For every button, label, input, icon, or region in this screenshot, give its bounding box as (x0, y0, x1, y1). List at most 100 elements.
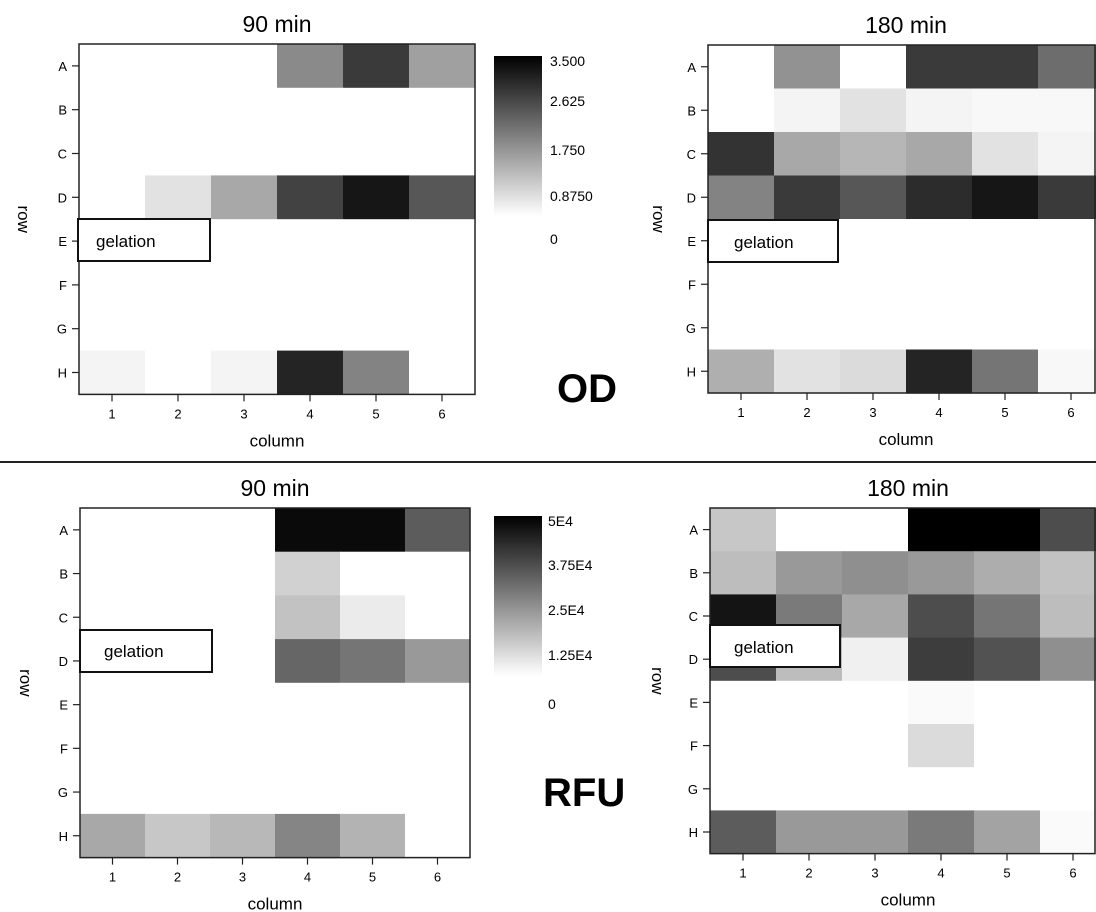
heatmap-cell-F3 (842, 724, 909, 768)
heatmap-cell-A4 (906, 45, 973, 90)
heatmap-cell-H3 (210, 813, 276, 859)
heatmap-cell-F2 (145, 263, 212, 308)
heatmap-cell-E6 (1038, 219, 1096, 264)
heatmap-cell-F5 (340, 726, 406, 771)
y-tick-label-G: G (686, 321, 696, 336)
heatmap-cell-G3 (842, 767, 909, 811)
heatmap-cell-C5 (974, 594, 1041, 639)
heatmap-cell-G4 (277, 306, 344, 352)
heatmap-cell-F1 (708, 262, 775, 307)
gelation-box-od-90: gelation (77, 218, 211, 262)
heatmap-cell-D1 (79, 175, 146, 220)
heatmap-cell-G1 (710, 767, 777, 811)
od-label: OD (557, 367, 617, 411)
heatmap-cell-F6 (405, 726, 471, 771)
y-tick-label-B: B (689, 566, 698, 581)
heatmap-cell-A5 (340, 508, 406, 553)
x-tick-label-2: 2 (174, 406, 181, 421)
x-tick-label-5: 5 (372, 406, 379, 421)
heatmap-cell-A2 (145, 44, 212, 89)
heatmap-cell-D5 (343, 175, 410, 220)
x-axis-label: column (248, 895, 303, 912)
colorbar-rfu-tick-3: 1.25E4 (548, 647, 593, 663)
heatmap-cell-F4 (277, 263, 344, 308)
heatmap-cell-A2 (776, 508, 843, 552)
heatmap-cell-C4 (908, 594, 975, 639)
heatmap-cell-B6 (1040, 551, 1096, 595)
heatmap-cell-G1 (80, 770, 146, 815)
heatmap-cell-E4 (906, 219, 973, 264)
heatmap-cell-E3 (840, 219, 907, 264)
heatmap-cell-A4 (908, 508, 975, 552)
heatmap-cell-H2 (776, 810, 843, 855)
x-tick-label-1: 1 (737, 405, 744, 420)
y-tick-label-D: D (58, 190, 67, 205)
y-tick-label-G: G (688, 782, 698, 797)
gelation-box-rfu-180: gelation (709, 624, 841, 668)
heatmap-cell-C4 (277, 131, 344, 176)
x-tick-label-4: 4 (935, 405, 942, 420)
heatmap-rfu-180: 180 min A B C D E F G H 1 2 3 4 5 6 column row (648, 475, 1096, 910)
panel-title: 180 min (865, 12, 947, 38)
heatmap-cell-F6 (409, 263, 476, 308)
rfu-label: RFU (543, 771, 625, 815)
heatmap-cell-C3 (842, 594, 909, 639)
x-tick-label-2: 2 (805, 866, 812, 881)
heatmap-cell-C2 (145, 131, 212, 176)
heatmap-cell-G2 (145, 770, 211, 815)
y-tick-label-C: C (687, 147, 696, 162)
heatmap-cell-G3 (210, 770, 276, 815)
x-tick-label-6: 6 (1067, 405, 1074, 420)
y-tick-label-A: A (59, 523, 68, 538)
heatmap-cell-C3 (211, 131, 278, 176)
heatmap-cell-B2 (776, 551, 843, 595)
heatmap-cell-G5 (974, 767, 1041, 811)
heatmap-cell-E5 (974, 680, 1041, 725)
heatmap-cell-D5 (974, 637, 1041, 682)
panel-title: 90 min (242, 11, 311, 37)
heatmap-cell-H5 (972, 349, 1039, 394)
y-tick-label-D: D (59, 654, 68, 669)
heatmap-cell-F6 (1040, 724, 1096, 768)
heatmap-cell-A1 (79, 44, 146, 89)
heatmap-cell-F2 (776, 724, 843, 768)
y-tick-label-H: H (687, 364, 696, 379)
colorbar-rfu-gradient (494, 516, 542, 676)
y-tick-label-C: C (58, 147, 67, 162)
panel-title: 180 min (867, 475, 949, 501)
heatmap-cell-B1 (80, 551, 146, 596)
x-axis-label: column (881, 891, 936, 910)
heatmap-cell-A3 (211, 44, 278, 89)
heatmap-cell-F4 (275, 726, 341, 771)
heatmap-cell-F3 (840, 262, 907, 307)
heatmap-cell-D4 (908, 637, 975, 682)
heatmap-cell-D5 (340, 639, 406, 684)
heatmap-cell-H5 (974, 810, 1041, 855)
x-tick-label-2: 2 (803, 405, 810, 420)
heatmap-cell-H4 (275, 813, 341, 859)
x-tick-label-1: 1 (739, 866, 746, 881)
y-tick-label-F: F (60, 741, 68, 756)
heatmap-cell-D4 (275, 639, 341, 684)
heatmap-cell-A2 (774, 45, 841, 90)
y-tick-label-C: C (59, 610, 68, 625)
heatmap-cell-B6 (409, 87, 476, 133)
x-tick-label-3: 3 (869, 405, 876, 420)
heatmap-cell-C2 (774, 132, 841, 177)
y-tick-label-H: H (689, 825, 698, 840)
y-tick-label-G: G (58, 785, 68, 800)
heatmap-cell-F3 (210, 726, 276, 771)
heatmap-cell-G6 (1040, 767, 1096, 811)
x-tick-label-6: 6 (1069, 866, 1076, 881)
heatmap-cell-H6 (409, 350, 476, 395)
heatmap-cell-G4 (275, 770, 341, 815)
y-tick-label-E: E (689, 695, 698, 710)
x-tick-label-2: 2 (174, 870, 181, 885)
y-tick-label-E: E (687, 234, 696, 249)
heatmap-cell-F2 (774, 262, 841, 307)
heatmap-cell-A4 (275, 508, 341, 553)
y-axis-label: row (648, 667, 667, 695)
heatmap-cell-B5 (972, 88, 1039, 133)
heatmap-cell-F3 (211, 263, 278, 308)
